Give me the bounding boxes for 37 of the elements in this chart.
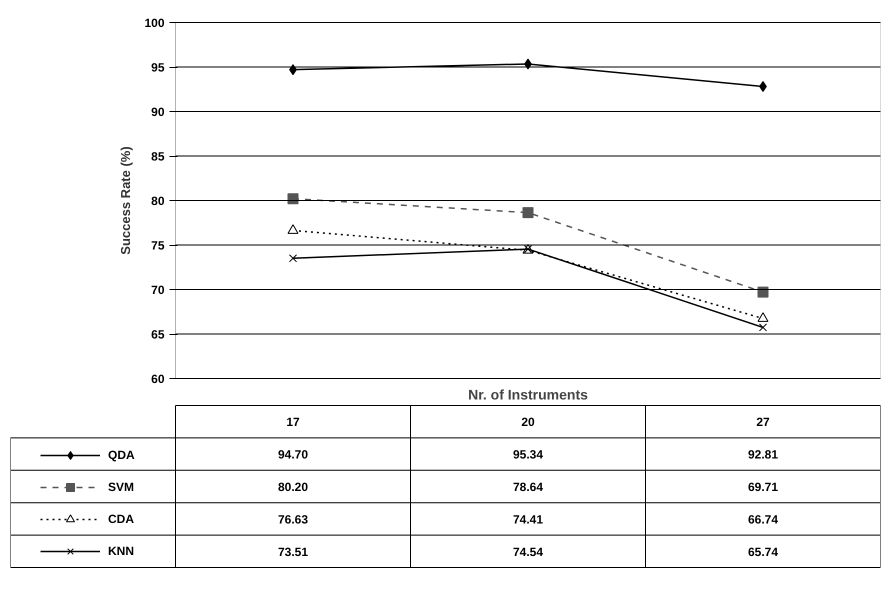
y-tick-label: 65 — [151, 328, 165, 342]
data-label: 78.64 — [512, 480, 544, 494]
point — [288, 254, 298, 262]
data-label: 65.74 — [748, 544, 778, 559]
data-label: 69.71 — [748, 480, 778, 494]
x-tick-label: 27 — [756, 415, 770, 430]
data-label: 80.20 — [278, 480, 308, 494]
y-tick-label: 60 — [151, 372, 165, 386]
data-label: 76.63 — [278, 512, 308, 526]
x-tick-label: 17 — [286, 415, 300, 430]
data-label: 66.74 — [748, 512, 778, 526]
y-tick-label: 95 — [151, 60, 165, 74]
y-tick-label: 100 — [144, 16, 165, 30]
data-label: 94.70 — [278, 448, 308, 462]
data-label: 74.54 — [512, 544, 544, 559]
point — [288, 193, 298, 204]
y-tick-label: 75 — [151, 238, 165, 252]
point — [758, 312, 768, 322]
legend-label: QDA — [108, 446, 135, 464]
data-label: 92.81 — [748, 448, 778, 462]
point — [758, 323, 768, 332]
x-tick-label: 20 — [521, 415, 535, 430]
point — [522, 207, 534, 218]
y-axis-title: Success Rate (%) — [118, 146, 133, 255]
data-label: 74.41 — [512, 512, 544, 526]
y-tick-label: 85 — [151, 150, 165, 164]
point — [758, 286, 768, 298]
data-label: 95.34 — [512, 448, 544, 462]
point — [288, 224, 298, 234]
y-tick-label: 70 — [151, 283, 165, 297]
data-label: 73.51 — [278, 544, 308, 559]
legend-label: SVM — [108, 478, 134, 496]
y-tick-label: 90 — [151, 105, 165, 119]
legend-label: CDA — [108, 510, 134, 528]
y-tick-label: 80 — [151, 194, 165, 208]
legend-label: KNN — [108, 542, 134, 560]
x-axis-title: Nr. of Instruments — [468, 386, 588, 402]
